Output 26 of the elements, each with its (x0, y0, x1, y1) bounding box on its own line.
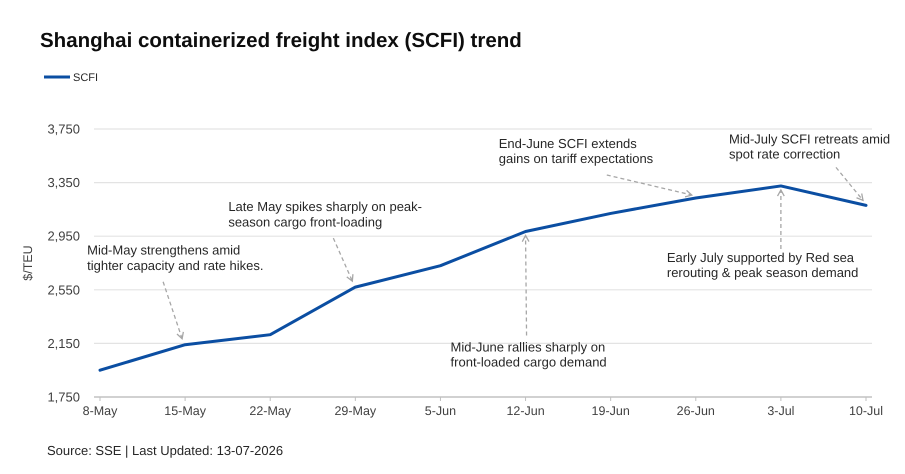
annotation: Mid-July SCFI retreats amid spot rate correction (729, 131, 890, 162)
x-tick-label: 29-May (334, 404, 377, 418)
annotation: Early July supported by Red sea rerouting & peak season demand (666, 250, 858, 280)
source-note: Source: SSE | Last Updated: 13-07-2026 (47, 443, 284, 458)
y-tick-label: 3,350 (47, 175, 80, 190)
annotation: Late May spikes sharply on peak- season cargo front-loading (228, 199, 422, 230)
y-axis-title: $/TEU (21, 245, 35, 281)
x-tick-label: 8-May (82, 404, 118, 418)
y-tick-label: 2,550 (47, 282, 80, 298)
y-tick-label: 3,750 (47, 122, 80, 136)
y-tick-label: 2,950 (47, 228, 80, 244)
annotation: Mid-June rallies sharply on front-loaded cargo demand (450, 340, 607, 370)
x-tick-label: 26-Jun (676, 404, 715, 418)
x-tick-label: 3-Jul (767, 404, 794, 418)
y-tick-label: 1,750 (47, 390, 80, 404)
annotation: End-June SCFI extends gains on tariff expectations (498, 136, 654, 166)
y-tick-label: 2,150 (47, 336, 80, 351)
chart-title: Shanghai containerized freight index (SCFI) trend (40, 29, 522, 52)
x-tick-label: 19-Jun (592, 404, 630, 418)
annotation: Mid-May strengthens amid tighter capacity and rate hikes. (87, 242, 264, 273)
x-tick-label: 12-Jun (506, 404, 545, 418)
x-tick-label: 22-May (249, 404, 292, 418)
x-tick-label: 15-May (164, 404, 207, 418)
legend-label: SCFI (73, 72, 98, 84)
x-tick-label: 10-Jul (848, 404, 884, 418)
x-tick-label: 5-Jun (424, 404, 456, 418)
